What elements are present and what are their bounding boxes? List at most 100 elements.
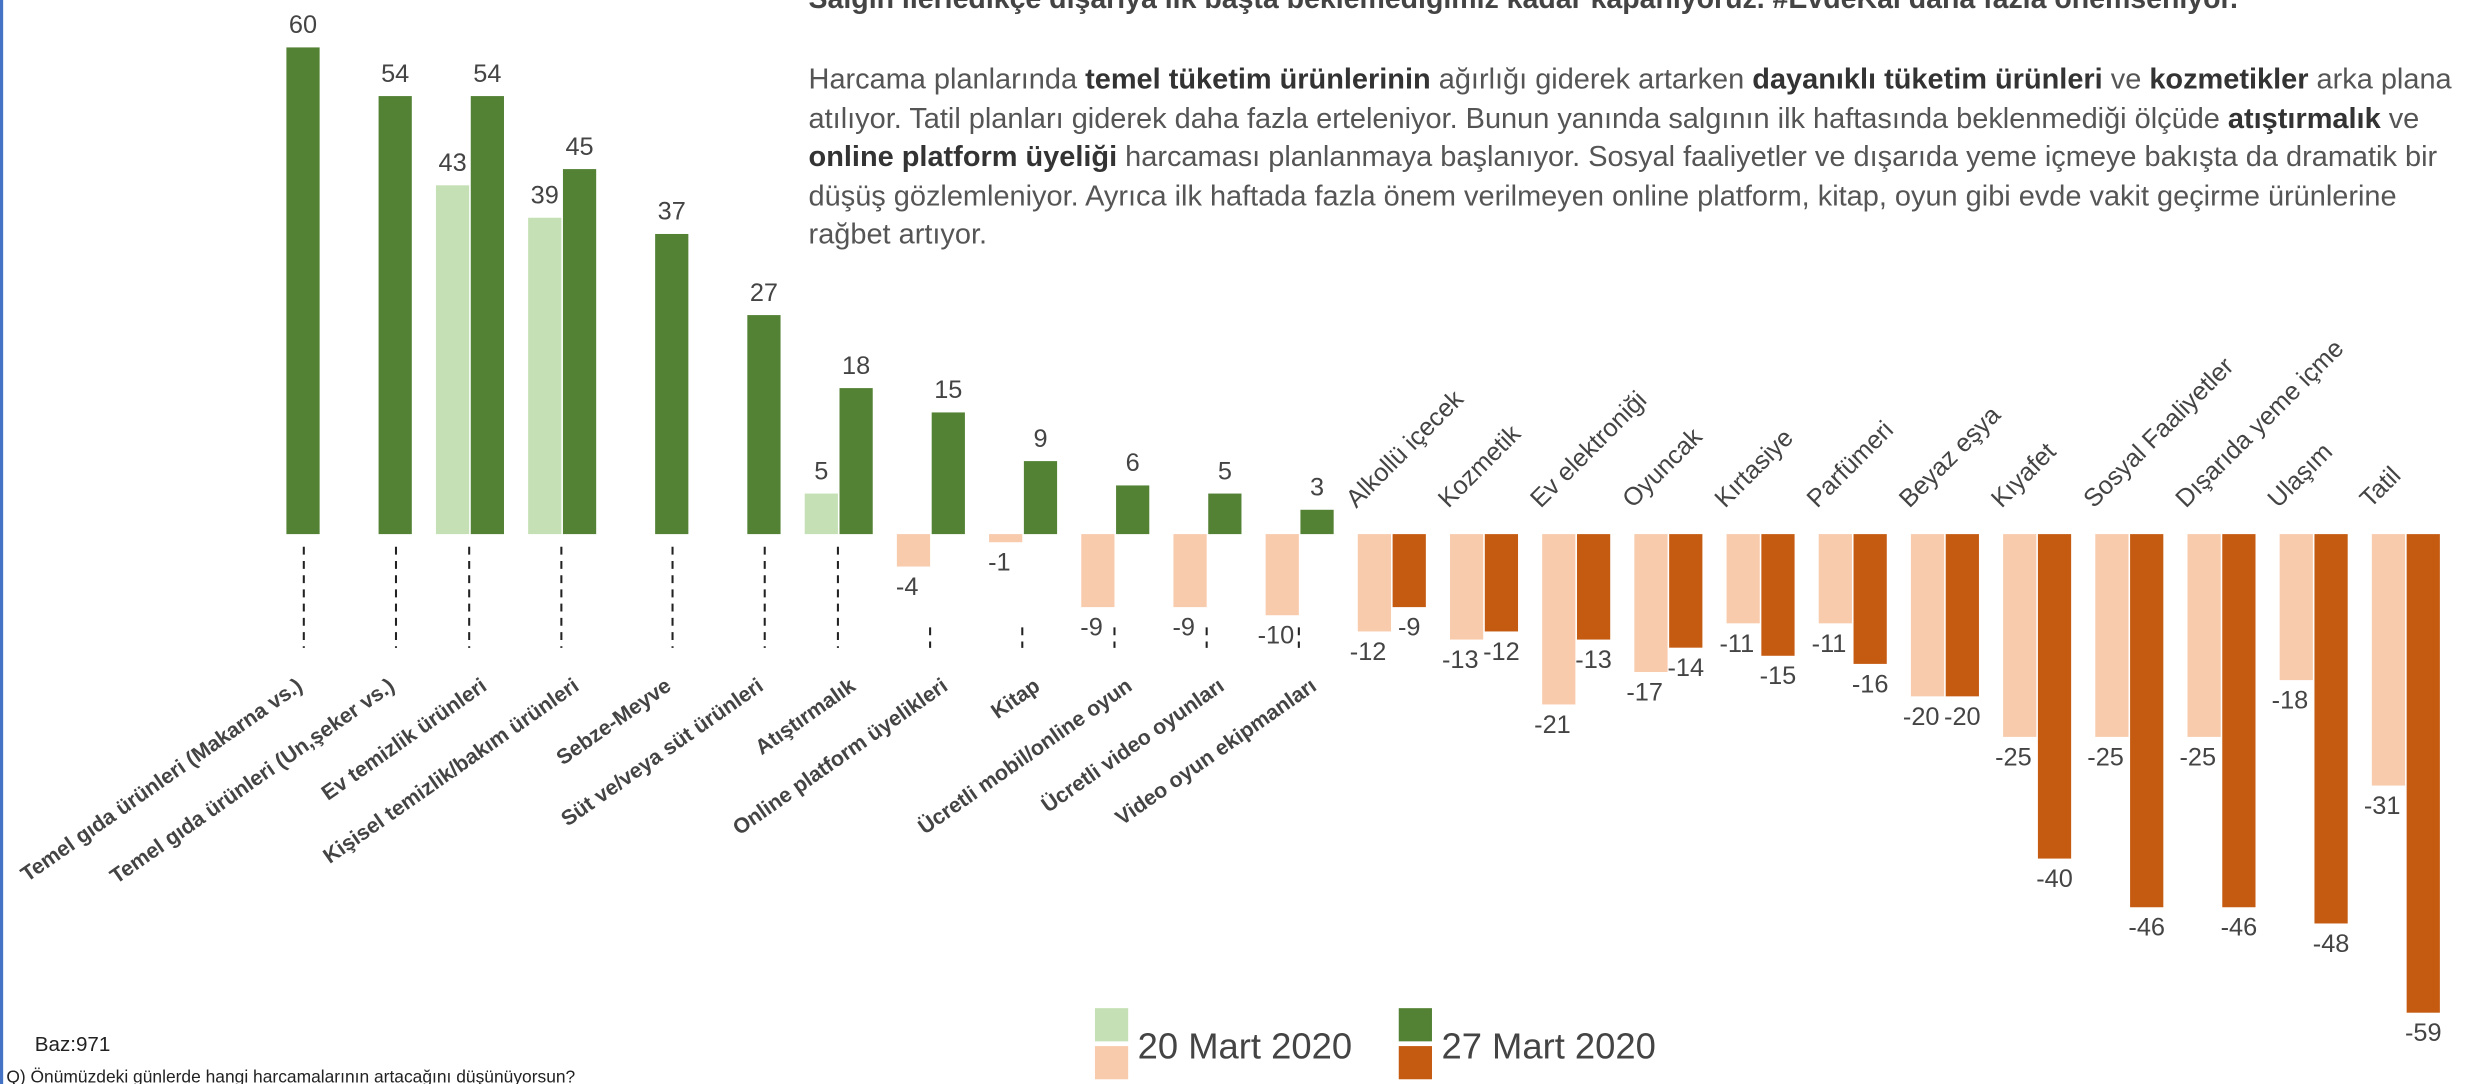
value-label: -10 <box>1258 622 1295 650</box>
value-label: -21 <box>1534 711 1571 739</box>
value-label: 6 <box>1126 449 1140 477</box>
bar <box>286 47 320 535</box>
emphasis: dayanıklı tüketim ürünleri <box>1752 61 2103 95</box>
value-label: 5 <box>814 457 828 485</box>
legend-swatch <box>1094 1046 1129 1080</box>
legend-label: 20 Mart 2020 <box>1138 1026 1352 1067</box>
value-label: -20 <box>1903 703 1940 731</box>
bar <box>1449 534 1484 640</box>
bar <box>1818 534 1852 624</box>
bar <box>378 96 412 535</box>
legend-swatch <box>1094 1008 1129 1042</box>
bar <box>1910 534 1945 697</box>
bar <box>839 388 873 535</box>
value-label: -13 <box>1575 646 1612 674</box>
value-label: -46 <box>2221 914 2258 942</box>
emphasis: kozmetikler <box>2149 61 2309 95</box>
value-label: -25 <box>2179 743 2216 771</box>
x-tick-label: Kırtasiye <box>1709 424 1798 513</box>
description: Harcama planlarında temel tüketim ürünle… <box>809 60 2478 254</box>
bar <box>1761 534 1795 656</box>
base-note: Baz:971 <box>34 1031 111 1056</box>
value-label: 9 <box>1033 425 1047 453</box>
bar <box>1265 534 1299 616</box>
value-label: -31 <box>2364 792 2401 820</box>
bar <box>1669 534 1703 648</box>
x-tick-label: Parfümeri <box>1802 416 1899 513</box>
value-label: -16 <box>1852 670 1889 698</box>
bar <box>2222 534 2256 908</box>
value-label: 37 <box>658 198 686 226</box>
value-label: 18 <box>842 352 870 380</box>
bar <box>1484 534 1519 632</box>
headline: Salgın ilerledikçe dışarıya ilk başta be… <box>809 0 2238 16</box>
value-label: -11 <box>1719 630 1754 658</box>
x-tick-label: Dışarıda yeme içme <box>2170 334 2349 513</box>
bar <box>1208 493 1242 535</box>
bar <box>1726 534 1760 624</box>
value-label: 54 <box>381 60 409 88</box>
emphasis: online platform üyeliği <box>808 139 1118 173</box>
text-run: ve <box>2380 100 2420 134</box>
bar <box>655 233 689 535</box>
value-label: -25 <box>2087 743 2124 771</box>
value-label: 45 <box>565 133 593 161</box>
value-label: 43 <box>438 149 466 177</box>
x-tick-label: Oyuncak <box>1617 422 1708 513</box>
legend-swatch <box>1398 1008 1432 1042</box>
bar <box>2187 534 2221 737</box>
bar <box>1542 534 1576 705</box>
bar <box>528 217 562 535</box>
value-label: -4 <box>896 573 919 601</box>
value-label: -9 <box>1398 614 1421 642</box>
bar <box>2037 534 2072 859</box>
bar <box>1173 534 1207 608</box>
value-label: 15 <box>934 376 962 404</box>
value-label: -17 <box>1626 678 1663 706</box>
bar <box>989 534 1023 543</box>
bar <box>1357 534 1392 632</box>
bar <box>2406 534 2440 1013</box>
bar <box>2130 534 2164 908</box>
legend-swatch <box>1398 1046 1432 1080</box>
value-label: -13 <box>1442 646 1479 674</box>
text-run: arka plana atılıyor. Tatil planları gide… <box>808 61 2452 134</box>
value-label: 60 <box>289 11 317 39</box>
value-label: -9 <box>1080 614 1103 642</box>
emphasis: temel tüketim ürünlerinin <box>1085 61 1431 95</box>
bar <box>470 96 504 535</box>
x-tick-label: Tatil <box>2355 461 2407 513</box>
value-label: -59 <box>2405 1019 2442 1047</box>
bar <box>1576 534 1611 640</box>
bar <box>562 169 597 535</box>
bar <box>2095 534 2129 737</box>
value-label: -12 <box>1350 638 1387 666</box>
text-run: ağırlığı giderek artarken <box>1430 61 1753 95</box>
legend-label: 27 Mart 2020 <box>1441 1026 1655 1067</box>
emphasis: atıştırmalık <box>2227 100 2381 134</box>
bar <box>1392 534 1426 608</box>
value-label: 3 <box>1310 474 1324 502</box>
value-label: 54 <box>473 60 501 88</box>
x-tick-label: Kozmetik <box>1433 420 1527 514</box>
value-label: -15 <box>1760 662 1797 690</box>
value-label: -40 <box>2036 865 2073 893</box>
text-run: harcaması planlanmaya başlanıyor. Sosyal… <box>808 139 2438 250</box>
bar <box>747 315 781 535</box>
bar <box>896 534 931 567</box>
value-label: -14 <box>1667 654 1704 682</box>
bar <box>1300 509 1334 535</box>
value-label: 27 <box>750 279 778 307</box>
bar <box>1023 461 1058 535</box>
value-label: -9 <box>1172 614 1195 642</box>
bar <box>931 412 965 535</box>
bar <box>1116 485 1150 535</box>
value-label: -48 <box>2313 930 2350 958</box>
value-label: 39 <box>531 182 559 210</box>
bar <box>1853 534 1887 664</box>
text-run: Harcama planlarında <box>808 61 1086 95</box>
bar <box>804 493 838 535</box>
bar <box>1081 534 1115 608</box>
x-tick-label: Kitap <box>987 673 1044 723</box>
